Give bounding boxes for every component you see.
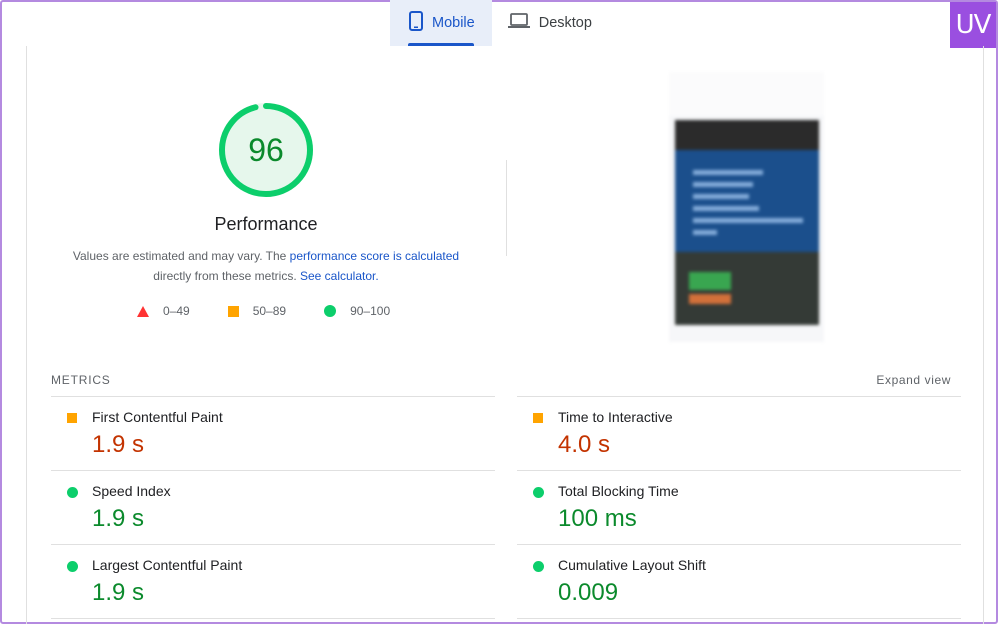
metric-total-blocking-time: Total Blocking Time 100 ms	[517, 470, 961, 544]
page-screenshot-thumbnail	[669, 72, 824, 342]
tab-mobile[interactable]: Mobile	[390, 0, 492, 46]
green-circle-icon	[67, 487, 78, 498]
laptop-icon	[507, 13, 530, 33]
green-circle-icon	[533, 561, 544, 572]
legend-average-label: 50–89	[252, 304, 287, 318]
metrics-bottom-divider	[517, 618, 961, 619]
score-legend: 0–49 50–89 90–100	[137, 304, 428, 318]
metric-name: Time to Interactive	[558, 409, 673, 425]
performance-description: Values are estimated and may vary. The p…	[27, 246, 505, 286]
device-tabs: Mobile Desktop	[390, 0, 609, 46]
legend-poor: 0–49	[137, 304, 190, 318]
vertical-divider	[506, 160, 507, 256]
metric-time-to-interactive: Time to Interactive 4.0 s	[517, 396, 961, 470]
metric-largest-contentful-paint: Largest Contentful Paint 1.9 s	[51, 544, 495, 618]
desc-text-2: directly from these metrics.	[153, 269, 300, 283]
green-circle-icon	[324, 305, 337, 317]
orange-square-icon	[67, 413, 77, 423]
see-calculator-link[interactable]: See calculator.	[299, 269, 379, 283]
report-card: 96 Performance Values are estimated and …	[26, 46, 984, 624]
red-triangle-icon	[137, 305, 149, 317]
metrics-heading: METRICS	[51, 373, 111, 387]
performance-score: 96	[248, 131, 284, 168]
green-circle-icon	[533, 487, 544, 498]
legend-poor-label: 0–49	[163, 304, 190, 318]
performance-gauge: 96	[217, 101, 315, 199]
metric-name: Largest Contentful Paint	[92, 557, 243, 573]
orange-square-icon	[533, 413, 543, 423]
tab-mobile-label: Mobile	[432, 15, 475, 31]
metric-speed-index: Speed Index 1.9 s	[51, 470, 495, 544]
legend-good-label: 90–100	[350, 304, 391, 318]
metric-value: 1.9 s	[92, 579, 145, 606]
metric-name: Speed Index	[92, 483, 171, 499]
desc-text-1: Values are estimated and may vary. The	[72, 249, 290, 263]
metrics-bottom-divider	[51, 618, 495, 619]
legend-average: 50–89	[227, 304, 287, 318]
metric-value: 1.9 s	[92, 431, 145, 458]
performance-title: Performance	[214, 214, 318, 234]
metric-cumulative-layout-shift: Cumulative Layout Shift 0.009	[517, 544, 961, 618]
metric-name: Total Blocking Time	[558, 483, 679, 499]
expand-view-button[interactable]: Expand view	[876, 373, 951, 387]
metric-value: 0.009	[558, 579, 619, 606]
metric-name: First Contentful Paint	[92, 409, 223, 425]
smartphone-icon	[409, 11, 423, 35]
tab-desktop-label: Desktop	[538, 15, 592, 31]
score-calculated-link[interactable]: performance score is calculated	[289, 249, 460, 263]
orange-square-icon	[227, 305, 239, 317]
metric-value: 100 ms	[558, 505, 637, 532]
metric-first-contentful-paint: First Contentful Paint 1.9 s	[51, 396, 495, 470]
metric-value: 4.0 s	[558, 431, 611, 458]
tab-desktop[interactable]: Desktop	[492, 0, 609, 46]
metric-value: 1.9 s	[92, 505, 145, 532]
metric-name: Cumulative Layout Shift	[558, 557, 706, 573]
legend-good: 90–100	[324, 304, 390, 318]
uv-logo: UV	[950, 2, 996, 48]
green-circle-icon	[67, 561, 78, 572]
